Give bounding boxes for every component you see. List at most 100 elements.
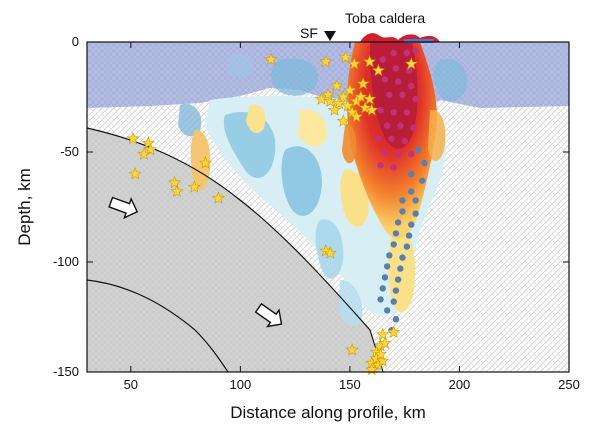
velocity-dot-red [401,137,408,145]
star-icon [354,90,368,103]
velocity-dot-blue [421,159,428,167]
velocity-dot-red [377,107,384,114]
star-icon [144,142,157,156]
orange-anomaly [342,124,357,164]
velocity-dot-red [381,76,389,83]
velocity-dot-blue [414,146,422,153]
velocity-dot-blue [408,221,415,228]
orange-anomaly [428,109,446,162]
star-icon [328,103,342,116]
velocity-dot-blue [405,232,413,239]
velocity-dot-blue [383,307,391,314]
velocity-dot-red [377,162,384,169]
y-tick-label: -100 [53,254,79,269]
star-icon [330,79,344,92]
star-icon [168,175,182,189]
velocity-dot-blue [403,243,411,250]
caldera-label: Toba caldera [345,10,425,26]
velocity-dot-blue [383,263,391,270]
star-icon [336,90,350,103]
velocity-dot-red [403,109,411,116]
slab [87,128,380,372]
velocity-dot-blue [397,265,404,272]
velocity-dot-red [383,122,391,129]
velocity-dot-red [397,122,404,129]
velocity-dot-blue [377,296,384,303]
star-icon [126,131,140,145]
star-icon [187,180,201,193]
arrow-icon [108,196,139,220]
velocity-dot-blue [390,298,397,305]
star-icon [365,103,379,116]
star-icon [319,54,333,68]
x-tick-label: 50 [124,377,138,392]
star-icon [378,336,392,349]
velocity-dot-blue [386,252,393,259]
plot-frame [86,41,570,373]
velocity-dot-red [412,47,419,54]
caldera-topography [360,33,440,43]
fault-label: SF [300,25,318,41]
star-icon [376,327,390,341]
star-icon [321,87,335,101]
star-icon [343,83,357,96]
velocity-dot-blue [408,170,415,178]
velocity-dot-red [412,96,419,103]
lake-toba [404,39,434,43]
velocity-dot-red [410,124,417,131]
velocity-dot-blue [412,197,419,204]
velocity-dot-red [390,164,397,171]
velocity-dot-red [381,148,389,156]
star-icon [128,167,142,180]
velocity-dot-red [375,135,382,142]
velocity-dot-red [408,151,415,158]
velocity-dot-blue [399,197,406,204]
velocity-dot-blue [392,230,400,237]
yellow-anomaly [340,169,369,227]
slab-bottom-line [87,279,229,372]
x-tick-label: 250 [558,377,580,392]
velocity-dot-blue [394,219,402,226]
star-icon [332,96,346,110]
star-icon [358,101,372,114]
velocity-dot-red [390,49,397,57]
velocity-dot-blue [392,287,400,294]
blue-anomaly [281,146,322,216]
velocity-dot-blue [394,276,402,283]
star-icon [339,50,352,63]
velocity-dot-red [390,109,397,116]
velocity-dot-blue [399,254,406,261]
star-icon [350,109,363,123]
star-icon [363,92,377,105]
star-icon [264,52,278,66]
star-icon [211,191,225,204]
y-axis-label: Depth, km [15,168,34,245]
star-icon [336,114,350,127]
velocity-dot-red [408,82,415,90]
star-icon [376,354,390,367]
star-icon [371,63,385,77]
crust-blue-patch [433,59,467,102]
crust-blue-patch [271,58,319,96]
earthquake-stars [126,50,418,376]
velocity-dot-blue [419,177,426,184]
yellow-anomaly [246,104,266,134]
star-icon [387,325,401,338]
velocity-dot-red [388,135,395,142]
blue-anomaly [178,104,202,137]
velocity-dot-red [394,78,402,85]
star-icon [170,184,184,198]
star-icon [341,98,355,112]
velocity-dot-blue [392,316,400,323]
velocity-dot-blue [390,241,397,248]
star-icon [347,57,361,70]
velocity-dot-red [386,91,393,99]
triangle-marker-icon [324,31,336,41]
yellow-anomaly [298,109,327,147]
velocity-dot-red [399,91,406,99]
velocity-dot-blue [408,188,415,195]
x-tick-label: 150 [339,377,361,392]
arrow-icon [254,302,283,328]
slab-top-line [87,127,384,372]
